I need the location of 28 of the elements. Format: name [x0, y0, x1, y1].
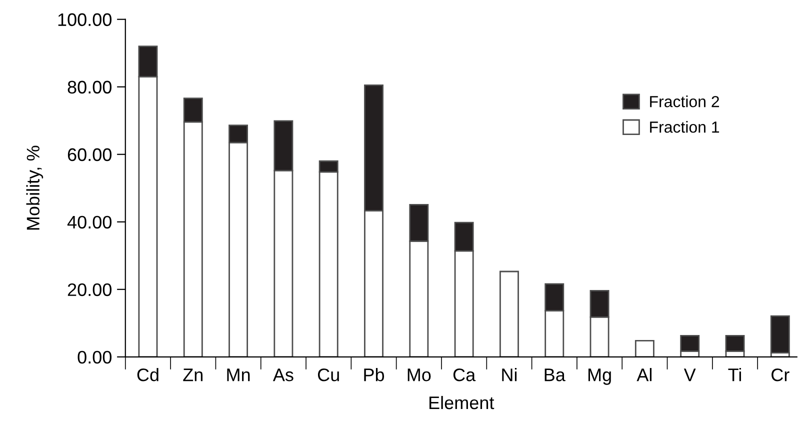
bar [499, 270, 519, 357]
y-tick-label: 60.00 [68, 148, 112, 162]
x-axis-title: Element [429, 396, 494, 410]
x-tick-label: Cr [772, 368, 790, 382]
x-tick-label: Mg [588, 368, 611, 385]
bar [634, 340, 654, 357]
x-tick-label: Cd [137, 368, 158, 382]
y-axis-title: Mobility, % [26, 146, 44, 230]
x-tick-label: Ca [453, 368, 476, 382]
x-tick-label: Ti [728, 368, 741, 382]
y-tick-label: 100.00 [58, 13, 112, 26]
x-tick-label: As [272, 368, 294, 382]
x-tick-label: Ba [544, 368, 566, 382]
y-tick-label: 0.00 [78, 350, 112, 364]
x-tick-label: Al [636, 368, 652, 382]
y-tick-label: 40.00 [67, 216, 112, 229]
y-tick-label: 20.00 [68, 283, 112, 296]
y-tick-label: 80.00 [68, 80, 112, 94]
x-tick-label: Cu [318, 368, 339, 382]
legend-label: Fraction 2 [650, 96, 719, 108]
x-tick-label: V [684, 368, 696, 382]
x-tick-label: Pb [364, 368, 384, 382]
bar [770, 315, 790, 354]
x-tick-label: Mn [227, 368, 250, 382]
x-tick-label: Ni [502, 368, 517, 382]
x-tick-label: Zn [183, 368, 202, 382]
legend-label: Fraction 1 [650, 121, 720, 133]
x-tick-label: Mo [408, 368, 431, 382]
